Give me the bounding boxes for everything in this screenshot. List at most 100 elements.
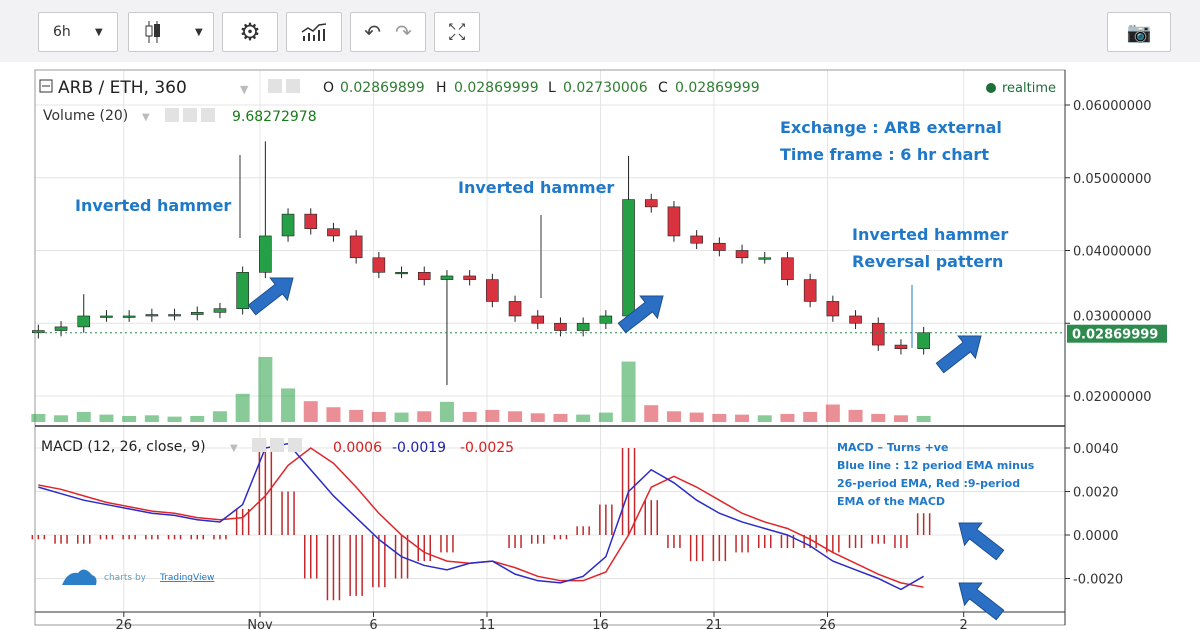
volume-bar [439,401,454,422]
close-icon[interactable] [201,108,215,122]
close-value: 0.02869999 [675,80,760,96]
volume-bar [326,407,341,422]
up-left-arrow-icon [958,522,1005,561]
macd-line-value: -0.0019 [392,440,446,456]
time-tick-label: 16 [592,618,609,630]
volume-bar [848,409,863,422]
up-right-arrow-icon [935,335,982,374]
up-right-arrow-icon [617,295,664,334]
eye-icon[interactable] [252,438,266,452]
candle-body [259,235,272,273]
volume-bar [394,412,409,422]
volume-bar [553,413,568,422]
candle-body [894,344,908,350]
candle-body [54,326,68,331]
indicators-icon [301,23,327,41]
eye-icon[interactable] [268,79,282,93]
volume-bar [303,401,318,422]
candle-body [145,314,159,317]
candle-body [236,272,249,310]
candle-body [667,206,681,237]
volume-bar [99,414,114,422]
macd-line [38,442,925,591]
candle-body [508,301,522,317]
low-value: 0.02730006 [563,80,648,96]
interval-select[interactable]: 6h ▼ [38,12,118,52]
undo-redo-group: ↶ ↷ [350,12,426,52]
volume-bar [530,413,545,422]
volume-bar [825,404,840,422]
annotation-reversal-pattern: Reversal pattern [852,252,1003,271]
camera-icon: 📷 [1126,20,1152,44]
time-tick-label: 26 [819,618,836,630]
interval-label: 6h [53,24,71,40]
volume-bar [167,416,182,422]
candle-body [417,272,431,280]
volume-bar [644,405,659,422]
eye-icon[interactable] [165,108,179,122]
candle-body [463,275,476,280]
watermark-brand[interactable]: TradingView [159,573,214,583]
undo-icon[interactable]: ↶ [364,20,381,44]
symbol-title: ARB / ETH, 360 [58,78,187,98]
volume-bar [417,411,432,422]
volume-bar [76,411,91,422]
close-label: C [658,80,668,96]
volume-bar [281,388,296,422]
candle-body [304,213,318,229]
candle-body [395,272,408,275]
screenshot-button[interactable]: 📷 [1107,12,1171,52]
volume-bar [689,412,704,422]
volume-bar [803,411,818,422]
volume-bar [212,411,227,422]
candle-body [32,330,45,333]
candle-body [77,315,91,328]
candle-body [122,315,136,318]
indicators-button[interactable] [286,12,342,52]
close-icon[interactable] [288,438,302,452]
annotation-macd-3: 26-period EMA, Red :9-period [837,477,1020,490]
candle-body [281,213,295,237]
time-tick-label: 6 [369,618,377,630]
collapse-icon[interactable] [39,79,53,93]
candle-body [871,322,885,346]
chart-type-select[interactable]: ▼ [128,12,214,52]
candle-body [849,315,862,324]
annotation-inverted-hammer-1: Inverted hammer [75,196,231,215]
time-tick-label: 11 [479,618,496,630]
candle-body [826,301,840,317]
macd-tick-label: 0.0020 [1073,486,1119,501]
candle-body [100,315,113,318]
last-price-label: 0.02869999 [1072,328,1158,343]
high-value: 0.02869999 [454,80,539,96]
high-label: H [436,80,447,96]
volume-bar [508,411,523,422]
volume-bar [666,411,681,422]
chevron-down-icon[interactable]: ▼ [240,83,249,96]
time-tick-label: Nov [247,618,273,630]
chevron-down-icon[interactable]: ▼ [230,443,238,454]
annotation-inverted-hammer-2: Inverted hammer [458,178,614,197]
volume-bar [735,414,750,422]
price-tick-label: 0.06000000 [1073,99,1152,114]
settings-button[interactable]: ⚙ [222,12,278,52]
candle-body [735,250,749,259]
annotation-exchange: Exchange : ARB external [780,118,1002,137]
open-label: O [323,80,334,96]
candle-body [690,235,703,244]
volume-label: Volume (20) [43,108,128,124]
candle-body [576,322,590,331]
gear-icon[interactable] [270,438,284,452]
annotation-timeframe: Time frame : 6 hr chart [780,145,989,164]
chevron-down-icon[interactable]: ▼ [142,112,150,123]
volume-bar [780,413,795,422]
redo-icon[interactable]: ↷ [395,20,412,44]
gear-icon[interactable] [286,79,300,93]
candle-body [554,322,567,331]
fullscreen-button[interactable]: ↖↗ ↙↘ [434,12,480,52]
volume-bar [621,361,636,422]
gear-icon[interactable] [183,108,197,122]
volume-bar [371,411,386,422]
price-tick-label: 0.05000000 [1073,172,1152,187]
